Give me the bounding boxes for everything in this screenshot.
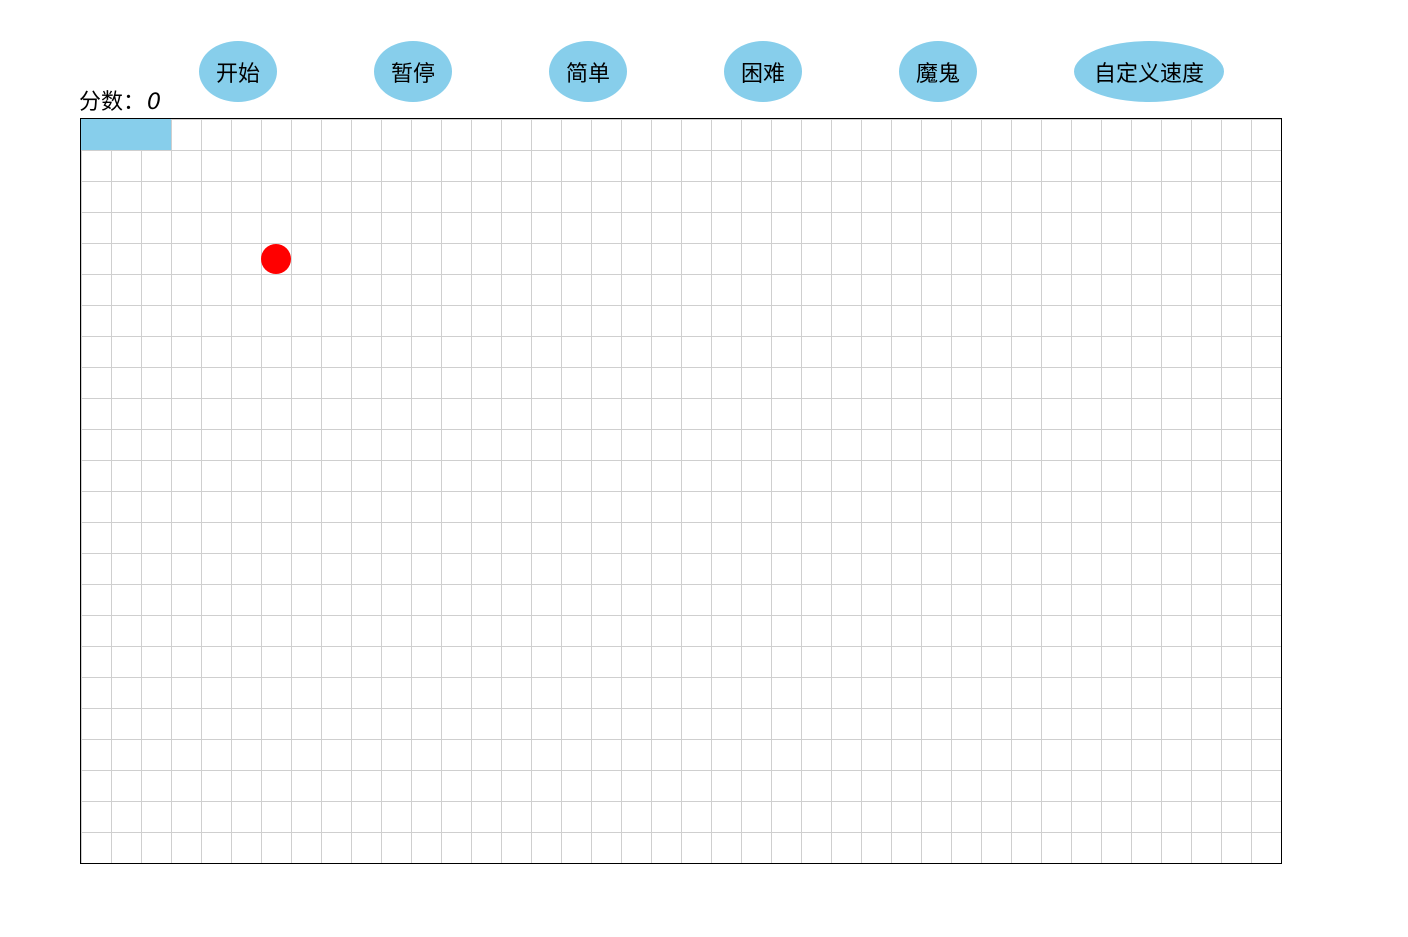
score-label: 分数：: [79, 90, 146, 115]
snake-segment: [111, 119, 141, 150]
snake-segment: [81, 119, 111, 150]
score-display: 分数：0: [79, 88, 161, 118]
start-button[interactable]: 开始: [199, 41, 277, 102]
hard-mode-button[interactable]: 困难: [724, 41, 802, 102]
game-board[interactable]: [80, 118, 1282, 864]
score-value: 0: [147, 90, 162, 115]
food-dot: [261, 244, 291, 274]
devil-mode-button[interactable]: 魔鬼: [899, 41, 977, 102]
pause-button[interactable]: 暂停: [374, 41, 452, 102]
snake-head: [141, 119, 171, 150]
easy-mode-button[interactable]: 简单: [549, 41, 627, 102]
custom-speed-button[interactable]: 自定义速度: [1074, 41, 1224, 102]
